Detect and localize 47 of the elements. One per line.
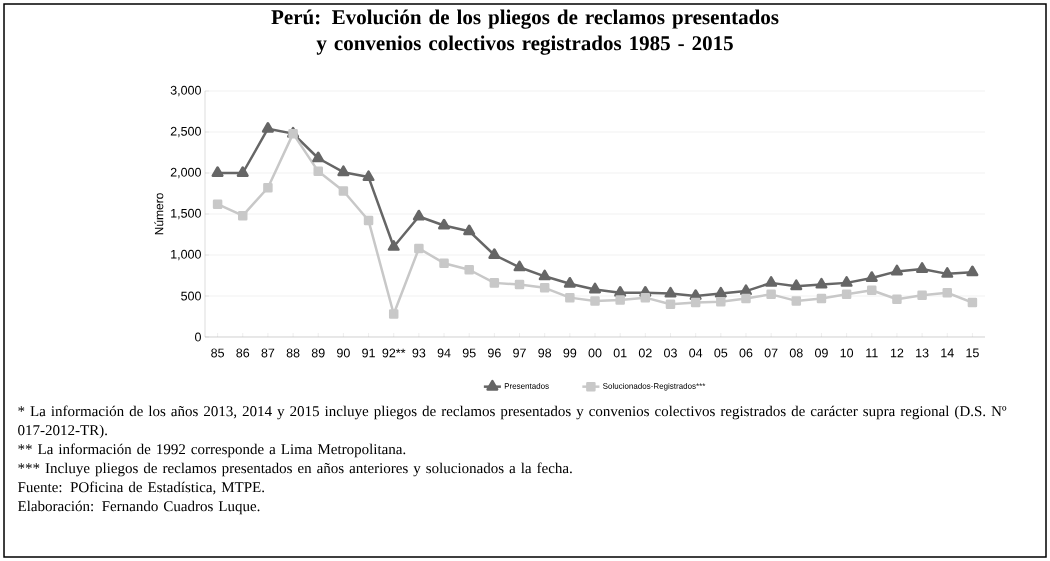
legend-label: Presentados [504, 383, 549, 389]
text: *** Incluye pliegos de reclamos presentados en años anteriores y solucionados a la fecha. [18, 462, 572, 477]
x-tick-label: 99 [563, 348, 577, 358]
x-tick-label: 11 [866, 348, 878, 358]
y-tick-label: 0 [195, 332, 201, 342]
x-tick-label: 06 [739, 348, 753, 358]
y-tick-label: 3,000 [170, 85, 201, 97]
source-note: Fuente: POficina de Estadística, MTPE. [17, 481, 265, 495]
x-tick-label: 86 [236, 348, 250, 358]
text: ** La información de 1992 corresponde a Lima Metropolitana. [18, 443, 406, 458]
x-tick-label: 89 [311, 348, 325, 358]
x-tick-label: 12 [890, 348, 904, 358]
x-tick-label: 96 [487, 348, 501, 358]
x-tick-label: 08 [789, 348, 803, 358]
x-tick-label: 95 [462, 348, 476, 358]
x-tick-label: 92** [382, 348, 406, 358]
x-tick-label: 85 [211, 348, 225, 358]
x-tick-label: 03 [664, 348, 677, 358]
x-tick-label: 02 [638, 348, 652, 358]
x-tick-label: 91 [362, 348, 375, 358]
x-tick-label: 00 [588, 348, 602, 358]
x-tick-label: 94 [437, 348, 451, 358]
text: Elaboración: Fernando Cuadros Luque. [17, 500, 260, 515]
legend-label: Solucionados-Registrados*** [603, 383, 706, 391]
x-tick-label: 10 [840, 348, 854, 358]
y-tick-label: 2,500 [170, 126, 201, 138]
x-tick-label: 07 [764, 348, 778, 358]
text: * La información de los años 2013, 2014 y 2015 incluye pliegos de reclamos presentados y convenios colectivos registrados de carácter supra regional (D.S. Nº 017-2012-TR). [18, 405, 1007, 439]
x-tick-label: 97 [513, 348, 526, 358]
x-tick-label: 01 [613, 348, 627, 358]
y-tick-label: 2,000 [170, 167, 201, 179]
x-tick-label: 14 [941, 348, 954, 358]
x-tick-label: 98 [538, 348, 552, 358]
x-tick-label: 04 [689, 348, 703, 358]
x-tick-label: 13 [916, 348, 929, 358]
y-tick-label: 500 [181, 291, 201, 301]
x-tick-label: 88 [286, 348, 300, 358]
x-tick-label: 15 [966, 348, 979, 358]
x-tick-label: 09 [814, 348, 828, 358]
x-tick-label: 87 [261, 348, 275, 358]
chart-title: Perú: Evolución de los pliegos de reclamos presentados y convenios colectivos registrados 1985 - 2015 [271, 9, 779, 55]
x-tick-label: 05 [714, 348, 728, 358]
y-axis-title: Número [154, 193, 164, 235]
y-tick-label: 1,000 [171, 249, 201, 261]
x-tick-label: 93 [412, 348, 426, 358]
x-tick-label: 90 [337, 348, 350, 358]
y-tick-label: 1,500 [171, 208, 201, 220]
